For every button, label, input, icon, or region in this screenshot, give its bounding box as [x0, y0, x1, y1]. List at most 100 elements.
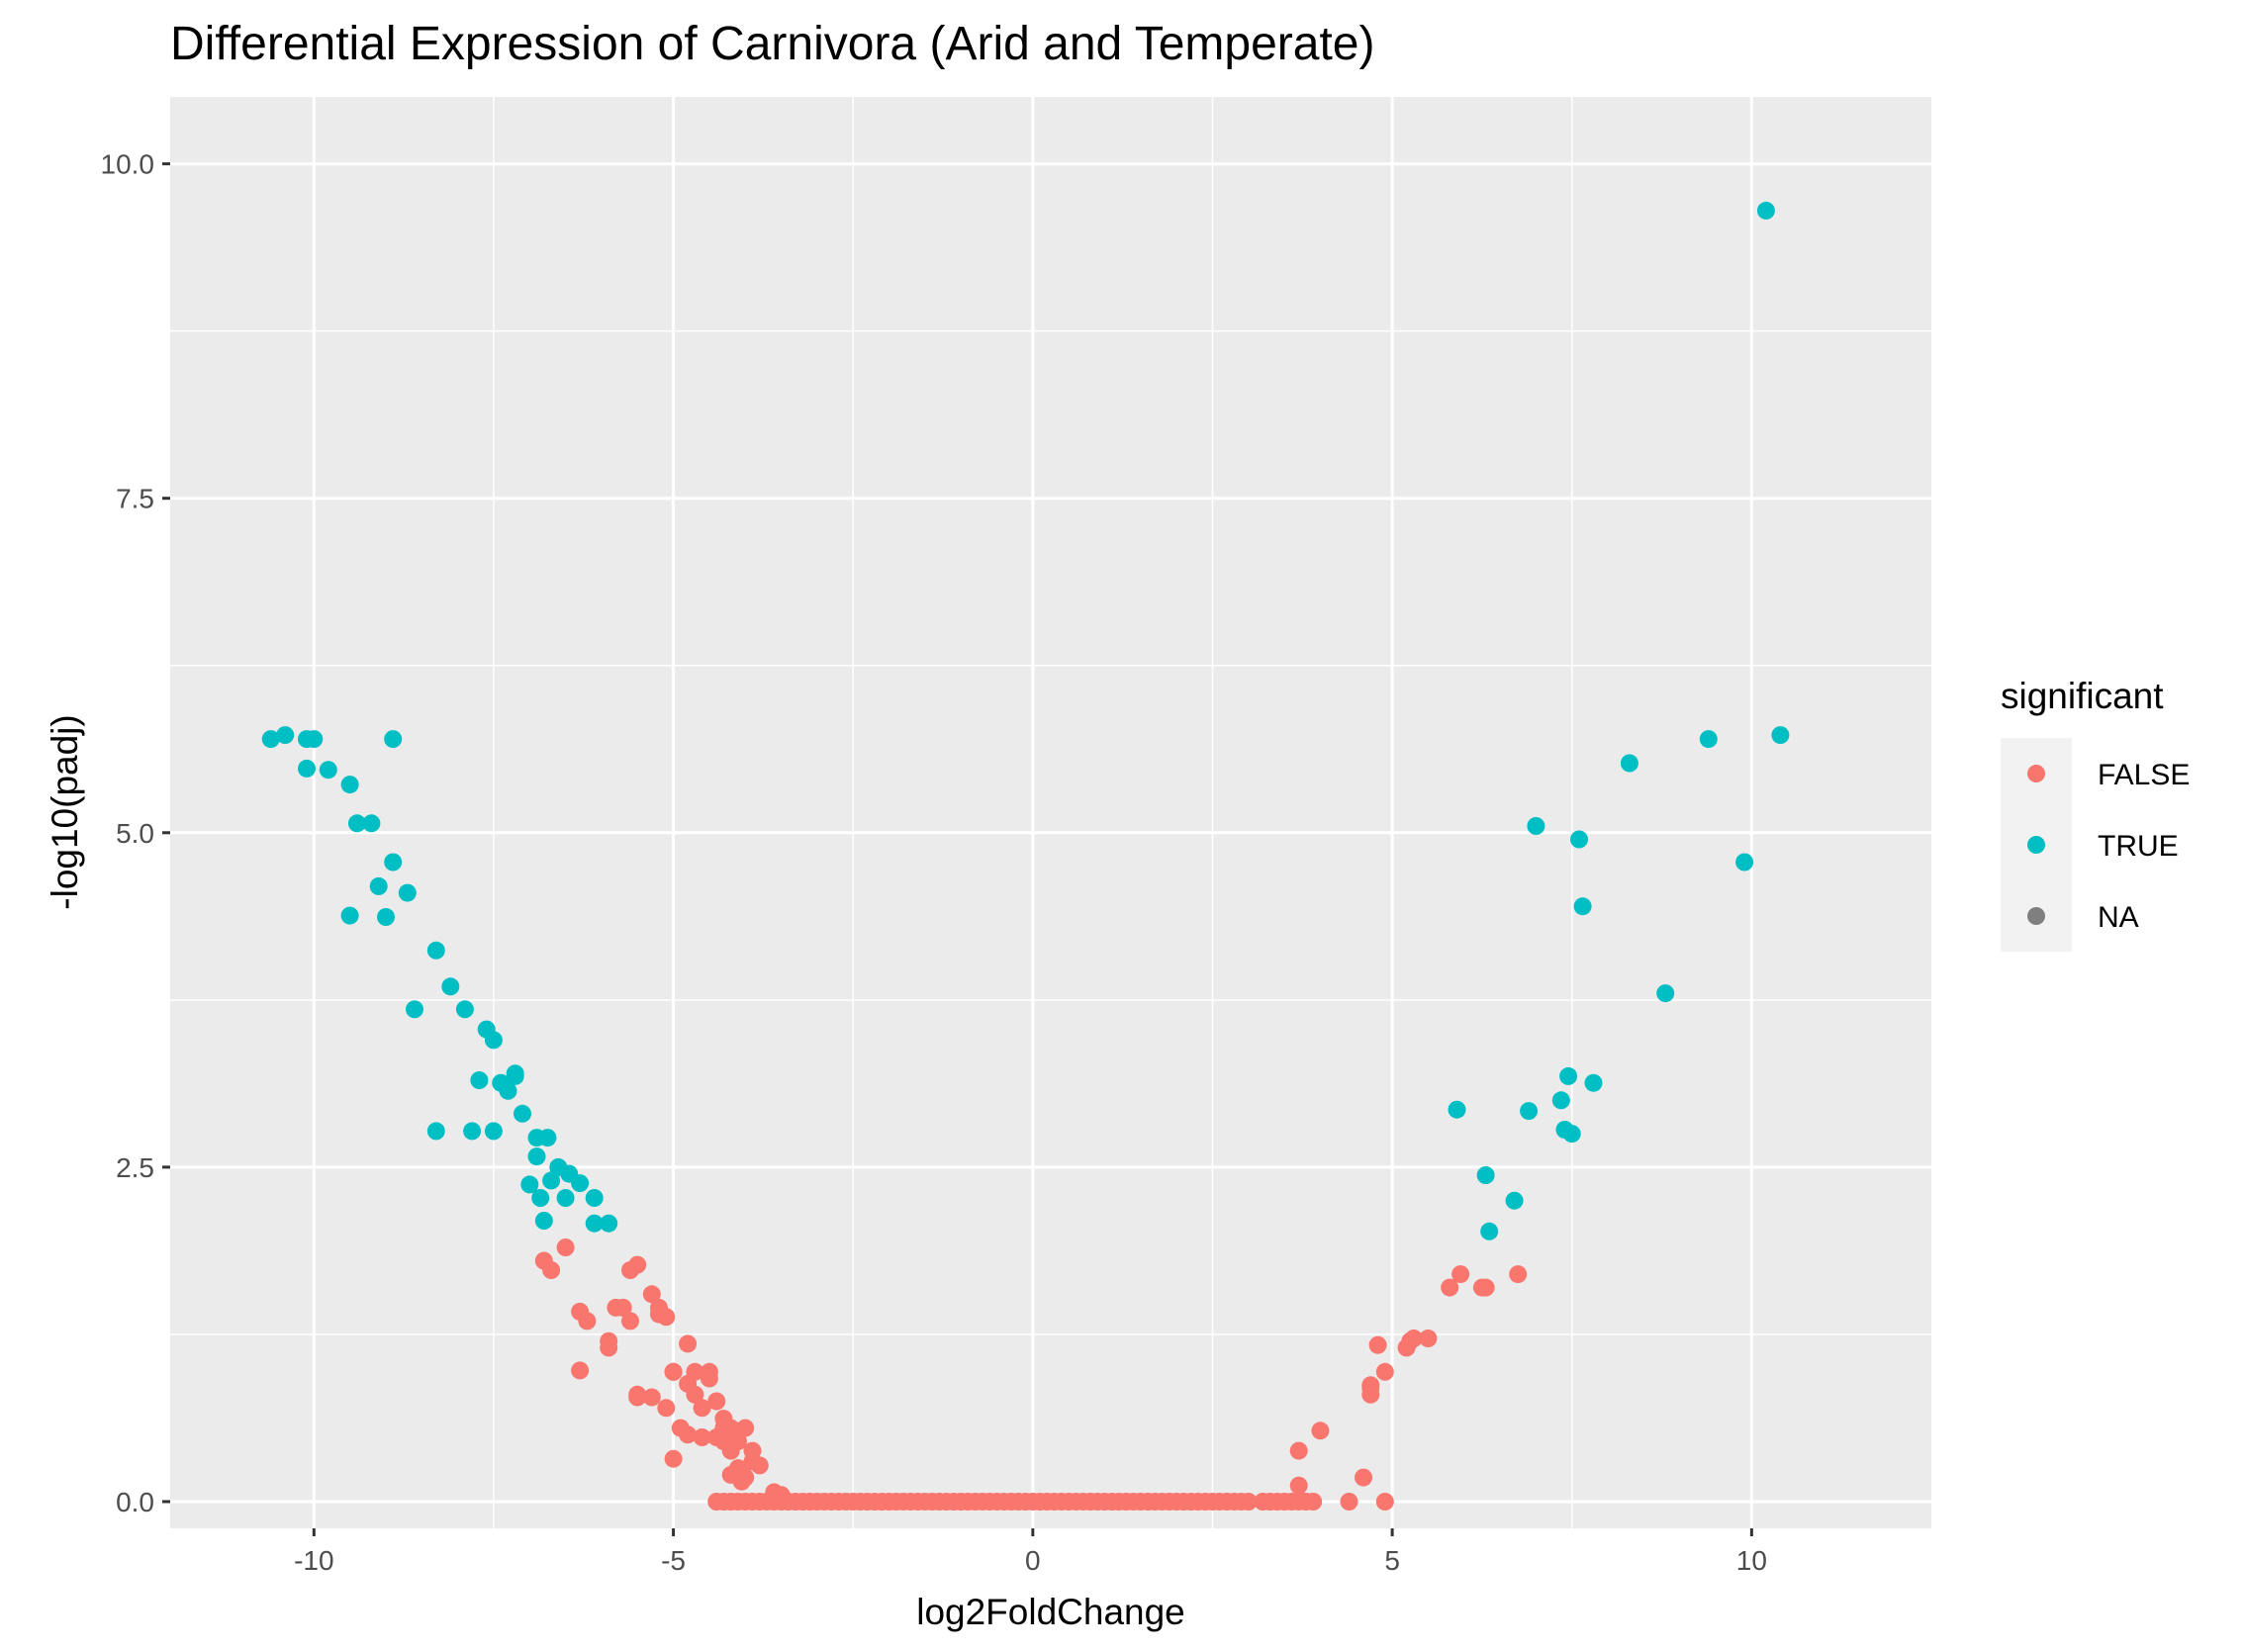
- data-points: [261, 201, 1790, 1511]
- x-tick-label: 10: [1736, 1545, 1767, 1576]
- data-point: [1368, 1335, 1387, 1354]
- data-point: [384, 730, 403, 749]
- data-point: [556, 1189, 575, 1207]
- x-tick-label: -10: [294, 1545, 333, 1576]
- data-point: [571, 1361, 590, 1380]
- data-point: [499, 1081, 517, 1100]
- data-point: [1559, 1066, 1578, 1085]
- grid-minor: [170, 97, 1931, 1528]
- legend-label-false: FALSE: [2098, 759, 2190, 791]
- data-point: [1361, 1376, 1380, 1395]
- data-point: [679, 1425, 698, 1444]
- data-point: [1562, 1125, 1581, 1144]
- data-point: [398, 883, 417, 902]
- data-point: [700, 1369, 718, 1388]
- data-point: [585, 1189, 604, 1207]
- data-point: [732, 1472, 751, 1491]
- data-point: [520, 1175, 539, 1194]
- data-point: [1509, 1265, 1528, 1284]
- data-point: [657, 1399, 676, 1418]
- data-point: [319, 761, 337, 780]
- data-point: [506, 1064, 524, 1083]
- data-point: [628, 1255, 647, 1274]
- legend-key-na: [2027, 907, 2045, 925]
- y-tick-label: 0.0: [116, 1487, 154, 1517]
- plot-panel: [170, 97, 1931, 1528]
- data-point: [377, 908, 395, 926]
- data-point: [600, 1214, 618, 1233]
- data-point: [621, 1312, 639, 1331]
- data-point: [1527, 817, 1545, 835]
- data-point: [531, 1189, 550, 1207]
- y-tick-label: 5.0: [116, 818, 154, 849]
- data-point: [585, 1214, 604, 1233]
- data-point: [538, 1129, 557, 1147]
- data-point: [534, 1212, 553, 1230]
- data-point: [1355, 1468, 1372, 1487]
- data-point: [642, 1388, 661, 1407]
- data-point: [679, 1334, 698, 1353]
- data-point: [1311, 1422, 1330, 1440]
- x-tick-label: 0: [1025, 1545, 1041, 1576]
- data-point: [578, 1312, 597, 1331]
- data-point: [1520, 1102, 1539, 1121]
- data-point: [1756, 201, 1775, 220]
- data-point: [693, 1428, 711, 1446]
- y-tick-label: 7.5: [116, 484, 154, 514]
- data-point: [1656, 984, 1675, 1003]
- legend-label-na: NA: [2098, 901, 2139, 934]
- y-axis: 0.0 2.5 5.0 7.5 10.0: [101, 149, 170, 1517]
- data-point: [276, 726, 295, 745]
- series-false: [534, 1239, 1528, 1511]
- data-point: [613, 1298, 632, 1317]
- data-point: [298, 759, 316, 778]
- data-point: [736, 1419, 755, 1437]
- data-point: [1584, 1073, 1603, 1092]
- data-point: [1699, 730, 1718, 749]
- data-point: [556, 1239, 575, 1256]
- data-point: [1375, 1362, 1394, 1381]
- legend: significant FALSE TRUE NA: [2001, 676, 2190, 952]
- data-point: [384, 853, 403, 872]
- y-tick-label: 10.0: [101, 149, 155, 180]
- data-point: [1441, 1278, 1459, 1297]
- data-point: [1620, 754, 1638, 773]
- data-point: [1771, 726, 1790, 745]
- data-point: [1573, 897, 1592, 916]
- data-point: [721, 1425, 740, 1444]
- x-tick-label: -5: [661, 1545, 686, 1576]
- x-axis-title: log2FoldChange: [916, 1592, 1185, 1632]
- data-point: [628, 1385, 647, 1404]
- data-point: [484, 1031, 503, 1050]
- data-point: [1419, 1330, 1438, 1347]
- chart-title: Differential Expression of Carnivora (Ar…: [170, 18, 1374, 70]
- legend-key-true: [2027, 836, 2045, 854]
- data-point: [664, 1362, 683, 1381]
- data-point: [484, 1122, 503, 1141]
- data-point: [707, 1392, 726, 1411]
- data-point: [470, 1071, 489, 1089]
- data-point: [743, 1452, 762, 1471]
- data-point: [1480, 1222, 1499, 1240]
- data-point: [514, 1104, 531, 1123]
- data-point: [542, 1171, 561, 1190]
- data-point: [261, 730, 280, 749]
- legend-title: significant: [2001, 676, 2164, 716]
- data-point: [721, 1441, 740, 1460]
- y-tick-label: 2.5: [116, 1152, 154, 1183]
- data-point: [1451, 1265, 1470, 1284]
- data-point: [455, 1000, 474, 1019]
- data-point: [1476, 1278, 1495, 1297]
- data-point: [527, 1147, 546, 1166]
- data-point: [1375, 1493, 1394, 1511]
- data-point: [693, 1399, 711, 1418]
- data-point: [463, 1122, 482, 1141]
- legend-key-false: [2027, 765, 2045, 782]
- data-point: [305, 730, 324, 749]
- data-point: [1448, 1100, 1466, 1119]
- data-point: [426, 941, 445, 960]
- legend-label-true: TRUE: [2098, 830, 2179, 863]
- data-point: [347, 814, 366, 833]
- y-axis-title: -log10(padj): [45, 714, 85, 909]
